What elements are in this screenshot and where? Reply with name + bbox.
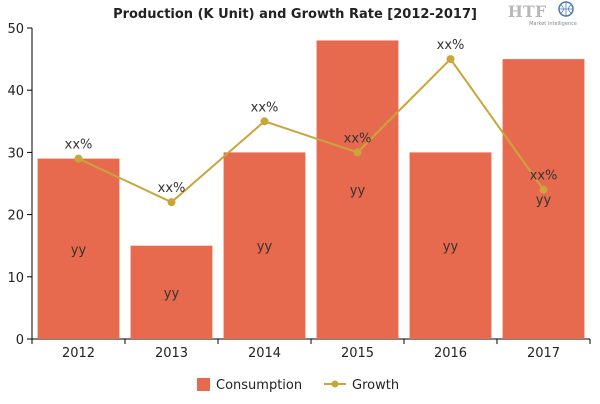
x-tick-label: 2012 [62,346,95,361]
bar-data-label: yy [71,243,87,258]
y-axis: 0 10 20 30 40 50 [7,22,33,348]
growth-point [167,198,176,207]
growth-data-label: xx% [437,38,465,53]
htf-logo-icon: HTF Market Intelligence [508,1,577,27]
x-tick-label: 2017 [527,346,560,361]
bar-series [37,40,585,339]
y-tick-label: 50 [7,22,24,37]
bar-data-label: yy [443,240,459,255]
y-tick-label: 30 [7,146,24,161]
bar-data-label: yy [164,286,180,301]
y-tick-label: 20 [7,209,24,224]
growth-point [353,148,362,157]
legend-label-growth: Growth [352,378,399,393]
y-tick-label: 40 [7,84,24,99]
legend-swatch-consumption [197,378,210,391]
bar [316,40,399,339]
x-tick-label: 2014 [248,346,281,361]
logo-text: HTF [508,2,547,21]
x-axis: 2012 2013 2014 2015 2016 2017 [31,338,591,361]
growth-point [74,154,83,163]
growth-point [260,117,269,126]
y-tick-label: 0 [16,333,24,348]
growth-line [78,57,545,204]
line-series: xx% xx% xx% xx% xx% xx% [65,38,558,207]
bar-data-label: yy [536,193,552,208]
logo-subtitle: Market Intelligence [529,21,577,27]
chart-title: Production (K Unit) and Growth Rate [201… [113,7,477,22]
bar [37,158,120,339]
bar [502,59,585,339]
x-tick-label: 2013 [155,346,188,361]
legend-marker-growth [331,380,339,388]
growth-data-label: xx% [530,169,558,184]
bar-labels: yy yy yy yy yy yy [71,184,552,302]
legend: Consumption Growth [197,378,399,393]
growth-point [539,185,548,194]
growth-data-label: xx% [251,100,279,115]
growth-data-label: xx% [65,138,93,153]
logo-globe-lines [559,2,573,16]
bar [409,152,492,339]
bar-data-label: yy [350,184,366,199]
x-tick-label: 2016 [434,346,467,361]
bar [223,152,306,339]
x-tick-label: 2015 [341,346,374,361]
growth-point [446,55,455,64]
growth-data-label: xx% [344,131,372,146]
bar-data-label: yy [257,240,273,255]
legend-label-consumption: Consumption [216,378,302,393]
y-tick-label: 10 [7,271,24,286]
growth-data-label: xx% [158,181,186,196]
bar [130,245,213,339]
